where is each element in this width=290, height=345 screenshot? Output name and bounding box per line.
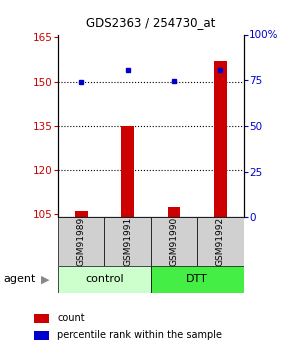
Bar <box>58 266 151 293</box>
Text: GSM91989: GSM91989 <box>77 217 86 266</box>
Bar <box>151 217 197 266</box>
Bar <box>58 217 104 266</box>
Bar <box>75 211 88 217</box>
Bar <box>151 266 244 293</box>
Bar <box>34 314 49 323</box>
Text: ▶: ▶ <box>41 275 49 284</box>
Bar <box>168 207 180 217</box>
Text: GSM91992: GSM91992 <box>216 217 225 266</box>
Bar <box>197 217 244 266</box>
Text: count: count <box>57 313 85 323</box>
Text: percentile rank within the sample: percentile rank within the sample <box>57 331 222 340</box>
Bar <box>104 217 151 266</box>
Text: GSM91991: GSM91991 <box>123 217 132 266</box>
Text: GDS2363 / 254730_at: GDS2363 / 254730_at <box>86 16 215 29</box>
Text: DTT: DTT <box>186 275 208 284</box>
Text: agent: agent <box>3 275 35 284</box>
Bar <box>34 331 49 340</box>
Text: control: control <box>85 275 124 284</box>
Bar <box>121 126 134 217</box>
Bar <box>214 61 227 217</box>
Text: GSM91990: GSM91990 <box>169 217 179 266</box>
